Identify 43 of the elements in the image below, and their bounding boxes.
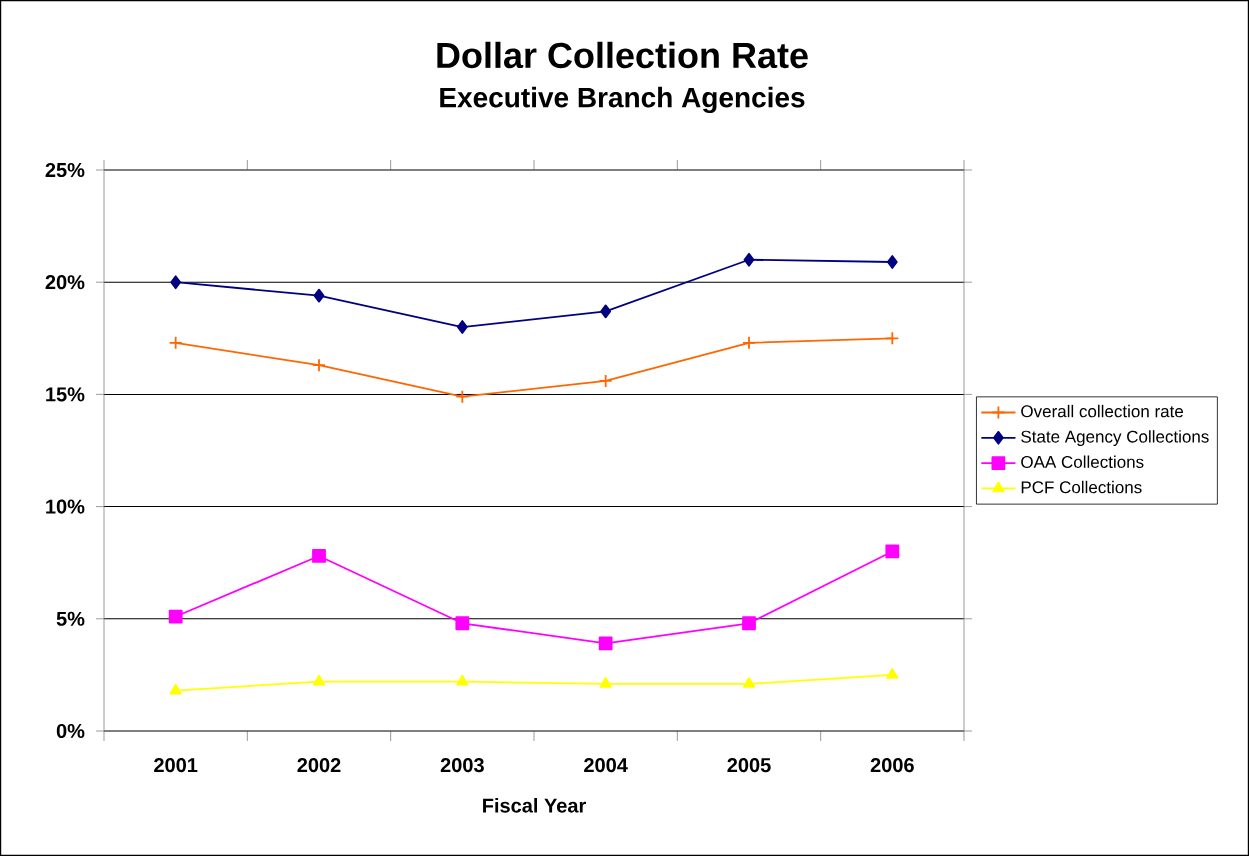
- point: [168, 609, 183, 624]
- x-tick-label: 2006: [870, 758, 914, 773]
- point: [743, 252, 755, 267]
- legend-label: OAA Collections: [1021, 455, 1144, 468]
- x-axis-title: Fiscal Year: [483, 797, 586, 813]
- point: [742, 676, 756, 688]
- point: [312, 674, 326, 686]
- y-tick-label: 25%: [45, 162, 85, 178]
- point: [599, 676, 612, 688]
- point: [312, 358, 326, 373]
- point: [886, 255, 898, 269]
- point: [456, 320, 468, 334]
- legend-label: State Agency Collections: [1021, 430, 1209, 446]
- point: [312, 549, 326, 563]
- point: [455, 389, 470, 404]
- y-tick-label: 15%: [46, 387, 85, 402]
- x-tick-label: 2003: [440, 758, 484, 773]
- y-tick-label: 0%: [56, 723, 85, 739]
- x-tick-label: 2002: [297, 758, 341, 773]
- point: [885, 544, 900, 559]
- point: [742, 335, 756, 350]
- point: [886, 667, 899, 679]
- point: [742, 616, 756, 631]
- point: [170, 275, 182, 290]
- point: [885, 331, 900, 346]
- y-tick-label: 20%: [45, 275, 85, 290]
- point: [168, 335, 183, 350]
- point: [169, 683, 182, 695]
- x-tick-label: 2005: [727, 758, 771, 773]
- point: [456, 674, 469, 686]
- point: [600, 304, 612, 319]
- y-tick-label: 10%: [46, 499, 85, 514]
- x-tick-label: 2004: [584, 758, 628, 773]
- point: [598, 374, 613, 388]
- legend-label: Overall collection rate: [1021, 404, 1184, 418]
- point: [598, 636, 613, 651]
- chart-subtitle: Executive Branch Agencies: [440, 86, 805, 114]
- x-tick-label: 2001: [154, 758, 198, 773]
- point: [313, 288, 325, 303]
- point: [455, 616, 470, 631]
- chart-title: Dollar Collection Rate: [437, 41, 808, 69]
- y-tick-label: 5%: [56, 611, 85, 626]
- legend-label: PCF Collections: [1021, 480, 1142, 494]
